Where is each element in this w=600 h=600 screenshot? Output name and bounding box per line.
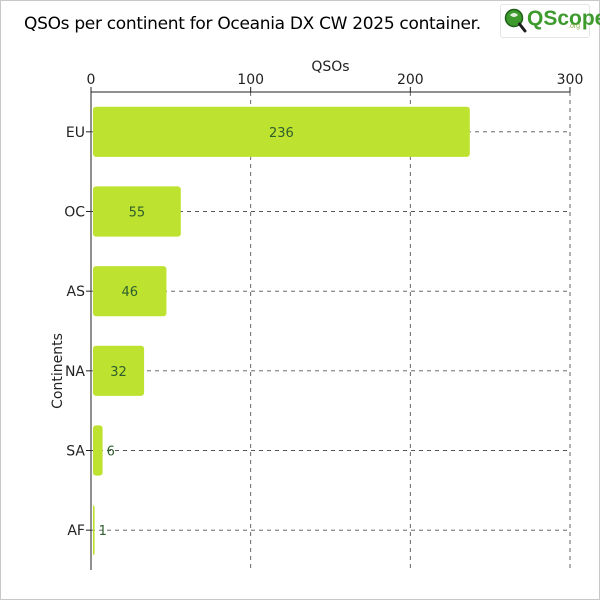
y-tick-label: SA bbox=[66, 444, 85, 460]
y-tick-labels: EU OC AS NA SA AF bbox=[64, 125, 85, 539]
bar bbox=[93, 266, 167, 317]
y-axis-title: Continents bbox=[50, 333, 66, 409]
bar bbox=[93, 186, 181, 237]
bar-value-label: 1 bbox=[99, 524, 107, 539]
y-tick-label: OC bbox=[64, 205, 85, 221]
x-axis-title: QSOs bbox=[311, 59, 349, 75]
qscope-logo: QScope .org bbox=[500, 4, 600, 38]
chart-title: QSOs per continent for Oceania DX CW 202… bbox=[24, 14, 481, 34]
y-tick-label: AF bbox=[67, 523, 85, 539]
bar-value-label: 6 bbox=[107, 445, 115, 460]
bar-value-label: 55 bbox=[129, 206, 146, 221]
bar bbox=[93, 505, 95, 556]
x-tick-label: 0 bbox=[87, 72, 96, 88]
x-tick-label: 300 bbox=[557, 72, 584, 88]
axes bbox=[86, 87, 571, 570]
bar bbox=[93, 106, 470, 157]
bar-value-label: 46 bbox=[121, 285, 138, 300]
bars: 236 55 46 32 6 1 bbox=[93, 106, 470, 556]
logo-text: QScope bbox=[527, 7, 600, 30]
y-tick-label: AS bbox=[67, 284, 86, 300]
bar-value-label: 236 bbox=[269, 126, 294, 141]
x-tick-label: 200 bbox=[397, 72, 424, 88]
magnifier-icon bbox=[504, 8, 527, 33]
bar bbox=[93, 345, 145, 396]
x-tick-labels: 0 100 200 300 bbox=[87, 72, 584, 88]
y-tick-label: EU bbox=[66, 125, 85, 141]
y-tick-label: NA bbox=[65, 364, 85, 380]
grid-lines bbox=[91, 92, 571, 570]
x-tick-label: 100 bbox=[237, 72, 264, 88]
bar-value-label: 32 bbox=[110, 365, 127, 380]
logo-suffix: .org bbox=[568, 23, 581, 30]
bar bbox=[93, 425, 103, 476]
